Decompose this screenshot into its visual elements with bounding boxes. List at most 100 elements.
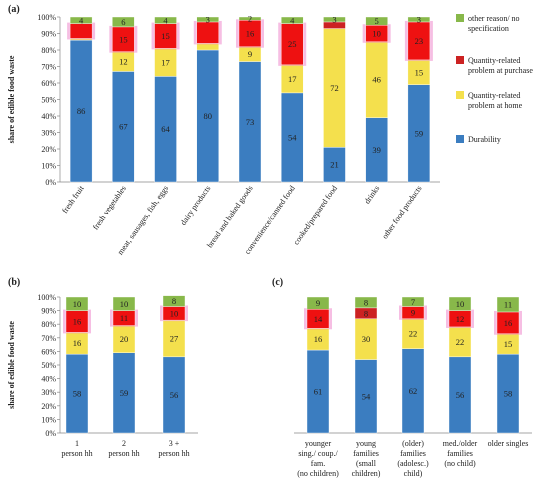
data-label: 17 xyxy=(161,57,170,67)
data-label: 27 xyxy=(170,333,179,343)
x-tick-label-line: (adolesc.) xyxy=(397,459,429,468)
data-label: 10 xyxy=(120,299,129,309)
x-tick-label-line: younger xyxy=(305,439,332,448)
y-tick-label: 70% xyxy=(41,63,56,72)
y-tick-label: 0% xyxy=(45,178,56,187)
y-tick-label: 40% xyxy=(41,112,56,121)
bar-segment xyxy=(112,16,135,28)
x-tick-label: fresh vegetables xyxy=(91,184,128,232)
data-label: 11 xyxy=(504,299,512,309)
bar-segment xyxy=(162,295,186,307)
data-label: 9 xyxy=(248,49,252,59)
bar-segment xyxy=(196,16,219,23)
data-label: 59 xyxy=(415,128,424,138)
y-tick-label: 90% xyxy=(41,30,56,39)
panel-label: (a) xyxy=(8,4,20,15)
data-label: 8 xyxy=(364,297,368,307)
data-label: 30 xyxy=(362,334,371,344)
data-label: 21 xyxy=(330,160,339,170)
data-label: 11 xyxy=(120,313,128,323)
bar-segment xyxy=(196,21,219,44)
data-label: 16 xyxy=(73,338,82,348)
legend-swatch xyxy=(456,14,464,22)
legend-label: Quantity-related problem at purchase xyxy=(468,56,533,75)
data-label: 3 xyxy=(417,14,421,24)
bar-8: 59 15 23 3 xyxy=(404,14,433,183)
data-label: 58 xyxy=(73,389,82,399)
data-label: 22 xyxy=(409,329,418,339)
x-tick-label-line: young xyxy=(356,439,376,448)
bar-1: 54 30 88 xyxy=(354,296,378,434)
data-label: 4 xyxy=(79,15,84,25)
data-label: 25 xyxy=(288,39,297,49)
data-label: 14 xyxy=(314,314,323,324)
x-tick-label-line: (small xyxy=(356,459,377,468)
legend-label: Quantity-related problem at home xyxy=(468,91,523,110)
data-label: 54 xyxy=(288,132,297,142)
x-tick-label-line: older singles xyxy=(488,439,529,448)
y-axis-label: share of edible food waste xyxy=(7,321,16,409)
y-tick-label: 80% xyxy=(41,46,56,55)
bar-2: 56 27 10 8 xyxy=(160,295,188,434)
data-label: 72 xyxy=(330,83,339,93)
y-tick-label: 90% xyxy=(41,307,56,316)
legend-label-line: Quantity-related xyxy=(468,91,520,100)
legend-label: other reason/ no specification xyxy=(468,14,520,33)
bar-segment xyxy=(401,296,425,307)
data-label: 46 xyxy=(372,75,381,85)
y-tick-label: 60% xyxy=(41,347,56,356)
bar-1: 59 20 11 10 xyxy=(110,296,138,434)
x-tick-label: older singles xyxy=(488,439,529,448)
data-label: 59 xyxy=(120,388,129,398)
y-tick-label: 30% xyxy=(41,129,56,138)
x-tick-label-line: families xyxy=(353,449,379,458)
x-tick-label-line: families xyxy=(400,449,426,458)
bar-segment xyxy=(112,296,136,311)
data-label: 12 xyxy=(119,57,128,67)
bar-0: 61 16 14 9 xyxy=(304,296,332,434)
x-tick-label: cooked/prepared food xyxy=(292,184,340,246)
y-tick-label: 100% xyxy=(37,293,56,302)
legend-label-line: problem at home xyxy=(468,101,523,110)
bar-2: 64 17 15 4 xyxy=(151,15,180,183)
data-label: 9 xyxy=(316,298,320,308)
bar-segment xyxy=(281,16,304,24)
data-label: 86 xyxy=(77,106,86,116)
bar-0: 58 16 16 10 xyxy=(63,296,91,434)
y-tick-label: 30% xyxy=(41,388,56,397)
data-label: 58 xyxy=(504,389,513,399)
x-tick-label-line: families xyxy=(447,449,473,458)
data-label: 56 xyxy=(170,390,179,400)
data-label: 3 xyxy=(206,14,210,24)
data-label: 15 xyxy=(504,339,513,349)
data-label: 20 xyxy=(120,334,129,344)
data-label: 61 xyxy=(314,387,323,397)
bar-6: 21 72 3 xyxy=(323,14,346,183)
x-tick-label: 3 + person hh xyxy=(158,439,189,458)
y-tick-label: 20% xyxy=(41,402,56,411)
y-tick-label: 10% xyxy=(41,162,56,171)
bar-segment xyxy=(365,16,388,26)
bar-4: 58 15 16 11 xyxy=(494,296,522,434)
x-tick-label-line: 2 xyxy=(122,439,126,448)
x-tick-label-line: 1 xyxy=(75,439,79,448)
data-label: 17 xyxy=(288,74,297,84)
x-tick-label: younger sing./ coup./fam. (no children) xyxy=(297,439,339,478)
legend-label-line: Quantity-related xyxy=(468,56,520,65)
x-tick-label-line: 3 + xyxy=(169,439,180,448)
data-label: 6 xyxy=(121,17,125,27)
data-label: 62 xyxy=(409,386,418,396)
y-tick-label: 100% xyxy=(37,13,56,22)
data-label: 5 xyxy=(375,16,379,26)
y-tick-label: 60% xyxy=(41,79,56,88)
legend-label-line: Durability xyxy=(468,135,501,144)
legend: other reason/ no specification Quantity-re… xyxy=(456,14,533,144)
x-tick-label-line: person hh xyxy=(61,449,92,458)
data-label: 23 xyxy=(415,36,424,46)
data-label: 16 xyxy=(73,316,82,326)
data-label: 56 xyxy=(456,390,465,400)
bar-segment xyxy=(69,23,93,39)
panel-0: (a) 0% 10% 20% 30% 40% 50% 60% 70% 80% 90% 100% shar… xyxy=(7,4,440,256)
